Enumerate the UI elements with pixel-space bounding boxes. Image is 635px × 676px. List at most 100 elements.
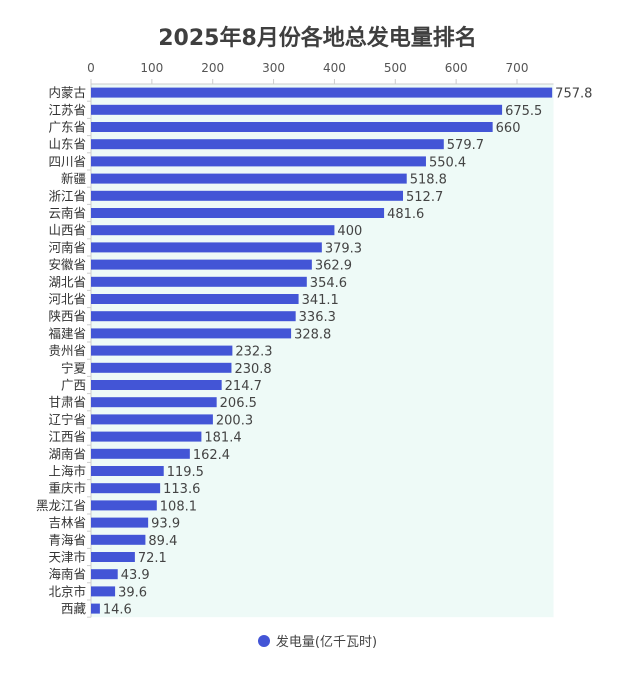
data-label: 341.1 [302, 293, 339, 308]
bar [91, 569, 118, 580]
y-category-label: 湖南省 [48, 446, 86, 461]
y-category-label: 江苏省 [48, 102, 86, 117]
y-category-label: 安徽省 [48, 257, 86, 272]
bar [91, 242, 322, 253]
y-category-label: 河北省 [48, 292, 86, 307]
data-label: 379.3 [325, 241, 362, 256]
y-category-label: 山东省 [48, 137, 86, 152]
y-category-label: 北京市 [48, 584, 86, 599]
y-category-label: 天津市 [48, 550, 86, 565]
y-category-label: 重庆市 [48, 481, 86, 496]
y-category-label: 广西 [61, 378, 86, 393]
data-label: 550.4 [429, 155, 466, 170]
x-tick-label: 400 [323, 61, 346, 75]
data-label: 200.3 [216, 413, 253, 428]
bar [91, 104, 503, 115]
bar [91, 500, 157, 511]
data-label: 400 [337, 224, 362, 239]
data-label: 518.8 [410, 173, 447, 188]
bar [91, 483, 161, 494]
bar [91, 345, 233, 356]
x-tick-label: 200 [201, 61, 224, 75]
y-category-label: 江西省 [48, 429, 86, 444]
data-label: 181.4 [204, 431, 241, 446]
chart-title: 2025年8月份各地总发电量排名 [158, 26, 477, 51]
data-label: 660 [496, 121, 521, 136]
y-category-label: 黑龙江省 [36, 498, 86, 513]
data-label: 43.9 [121, 568, 150, 583]
y-category-label: 甘肃省 [48, 395, 86, 410]
x-tick-label: 600 [445, 61, 468, 75]
data-label: 230.8 [234, 362, 271, 377]
y-category-label: 陕西省 [48, 309, 86, 324]
bar [91, 534, 146, 545]
y-category-label: 新疆 [61, 171, 86, 186]
bar [91, 397, 217, 408]
bar [91, 603, 100, 614]
bar [91, 586, 116, 597]
y-category-label: 辽宁省 [48, 412, 86, 427]
bar [91, 122, 493, 132]
data-label: 481.6 [387, 207, 424, 222]
y-category-label: 内蒙古 [48, 85, 86, 100]
x-tick-label: 0 [87, 61, 95, 75]
data-label: 93.9 [151, 517, 180, 532]
data-label: 336.3 [299, 310, 336, 325]
data-label: 232.3 [235, 345, 272, 360]
bar [91, 552, 135, 562]
data-label: 162.4 [193, 448, 230, 463]
y-category-label: 西藏 [61, 601, 87, 616]
data-label: 214.7 [225, 379, 262, 394]
y-category-label: 浙江省 [48, 188, 86, 203]
bar [91, 448, 190, 459]
bar [91, 173, 407, 184]
y-category-label: 四川省 [48, 154, 86, 169]
data-label: 119.5 [167, 465, 204, 480]
bar [91, 208, 385, 218]
bar [91, 139, 444, 150]
bar [91, 431, 202, 442]
data-label: 328.8 [294, 327, 331, 342]
bar [91, 225, 335, 236]
x-tick-label: 300 [262, 61, 285, 75]
data-label: 512.7 [406, 190, 443, 205]
data-label: 579.7 [447, 138, 484, 153]
y-category-label: 广东省 [48, 120, 86, 135]
y-category-label: 福建省 [48, 326, 86, 341]
y-category-label: 贵州省 [48, 343, 86, 358]
bar [91, 156, 426, 167]
bar [91, 276, 307, 287]
bar [91, 259, 312, 270]
bar [91, 190, 404, 201]
data-label: 362.9 [315, 259, 352, 274]
data-label: 675.5 [505, 104, 542, 119]
legend-marker [257, 635, 270, 647]
y-category-label: 山西省 [48, 223, 86, 238]
y-category-label: 吉林省 [48, 515, 86, 530]
y-category-label: 宁夏 [61, 360, 87, 375]
bar [91, 517, 149, 528]
data-label: 113.6 [163, 482, 200, 497]
bar [91, 294, 299, 304]
bar [91, 466, 164, 476]
y-category-label: 河南省 [48, 240, 86, 255]
data-label: 72.1 [138, 551, 167, 566]
data-label: 206.5 [220, 396, 257, 411]
x-tick-label: 100 [140, 61, 163, 75]
y-category-label: 湖北省 [48, 274, 86, 289]
bar [91, 328, 292, 339]
y-category-label: 海南省 [48, 567, 86, 582]
data-label: 89.4 [148, 534, 177, 549]
y-category-label: 上海市 [48, 464, 86, 479]
bar [91, 87, 553, 98]
y-category-label: 青海省 [48, 532, 86, 547]
y-category-label: 云南省 [48, 206, 86, 221]
data-label: 354.6 [310, 276, 347, 291]
data-label: 14.6 [103, 603, 132, 618]
x-tick-label: 500 [384, 61, 407, 75]
legend-label: 发电量(亿千瓦时) [275, 635, 378, 650]
data-label: 39.6 [118, 585, 147, 600]
data-label: 757.8 [555, 87, 592, 102]
legend[interactable]: 发电量(亿千瓦时) [0, 631, 635, 650]
